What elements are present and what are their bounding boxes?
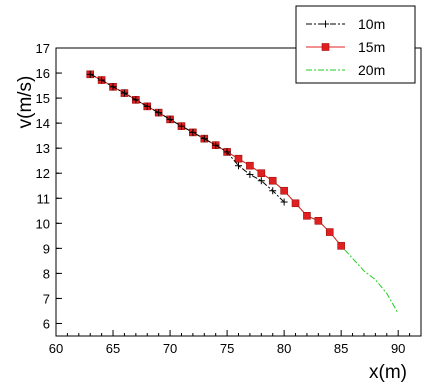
legend-label: 10m xyxy=(358,16,385,32)
x-axis-title: x(m) xyxy=(369,362,407,383)
data-point xyxy=(268,176,277,185)
data-point xyxy=(200,135,208,143)
data-point xyxy=(177,122,185,130)
data-point xyxy=(155,109,163,117)
y-axis-title: v(m/s) xyxy=(15,76,36,129)
data-point xyxy=(132,96,140,104)
legend-label: 20m xyxy=(358,62,385,78)
data-point xyxy=(246,161,254,170)
data-point xyxy=(98,76,106,84)
data-point xyxy=(223,148,231,156)
y-tick-label: 15 xyxy=(36,91,50,106)
legend-marker xyxy=(321,43,330,51)
legend-label: 15m xyxy=(358,39,385,55)
legend-marker xyxy=(322,20,329,28)
data-point xyxy=(291,199,300,208)
y-tick-label: 12 xyxy=(36,166,50,181)
data-point xyxy=(280,198,288,206)
y-tick-label: 13 xyxy=(36,141,50,156)
y-tick-label: 7 xyxy=(43,291,50,306)
data-point xyxy=(86,70,94,78)
data-point xyxy=(246,170,254,178)
data-point xyxy=(143,102,151,110)
series-20m xyxy=(89,73,399,314)
x-tick-label: 90 xyxy=(391,341,405,356)
series-group xyxy=(86,70,399,314)
x-tick-label: 60 xyxy=(49,341,63,356)
series-line xyxy=(89,73,399,314)
y-tick-label: 14 xyxy=(36,116,50,131)
data-point xyxy=(325,228,334,236)
y-tick-label: 10 xyxy=(36,216,50,231)
series-10m xyxy=(86,70,288,206)
x-tick-label: 70 xyxy=(163,341,177,356)
x-tick-label: 85 xyxy=(334,341,348,356)
plot-area xyxy=(55,47,422,337)
data-point xyxy=(189,128,197,136)
data-point xyxy=(314,217,323,225)
y-tick-label: 8 xyxy=(43,266,50,281)
x-tick-label: 80 xyxy=(277,341,291,356)
y-tick-label: 11 xyxy=(37,191,51,206)
legend-item-10m: 10m xyxy=(306,16,385,32)
y-axis-ticks: 6 7 8 9 10 11 12 13 14 15 16 17 xyxy=(36,41,62,331)
data-point xyxy=(337,242,345,250)
data-point xyxy=(257,169,266,178)
data-point xyxy=(234,154,243,163)
data-point xyxy=(109,83,117,91)
series-15m xyxy=(86,70,345,250)
y-tick-label: 17 xyxy=(36,41,50,56)
y-tick-label: 9 xyxy=(43,241,50,256)
data-point xyxy=(235,162,242,170)
x-tick-label: 65 xyxy=(106,341,120,356)
x-tick-label: 75 xyxy=(220,341,234,356)
series-line xyxy=(89,73,285,203)
data-point xyxy=(280,186,288,195)
data-point xyxy=(212,141,220,149)
legend: 10m 15m 20m xyxy=(295,5,416,84)
legend-box xyxy=(295,5,416,84)
data-point xyxy=(257,177,265,185)
data-point xyxy=(120,89,128,97)
y-tick-label: 16 xyxy=(36,66,50,81)
data-point xyxy=(166,115,174,123)
data-point xyxy=(269,187,277,195)
series-line xyxy=(89,73,342,247)
legend-item-20m: 20m xyxy=(306,62,385,78)
plot-frame xyxy=(55,47,422,337)
data-point xyxy=(303,211,311,220)
y-tick-label: 6 xyxy=(43,316,50,331)
x-axis-ticks: 60 65 70 75 80 85 90 xyxy=(49,330,411,356)
legend-item-15m: 15m xyxy=(306,39,385,55)
